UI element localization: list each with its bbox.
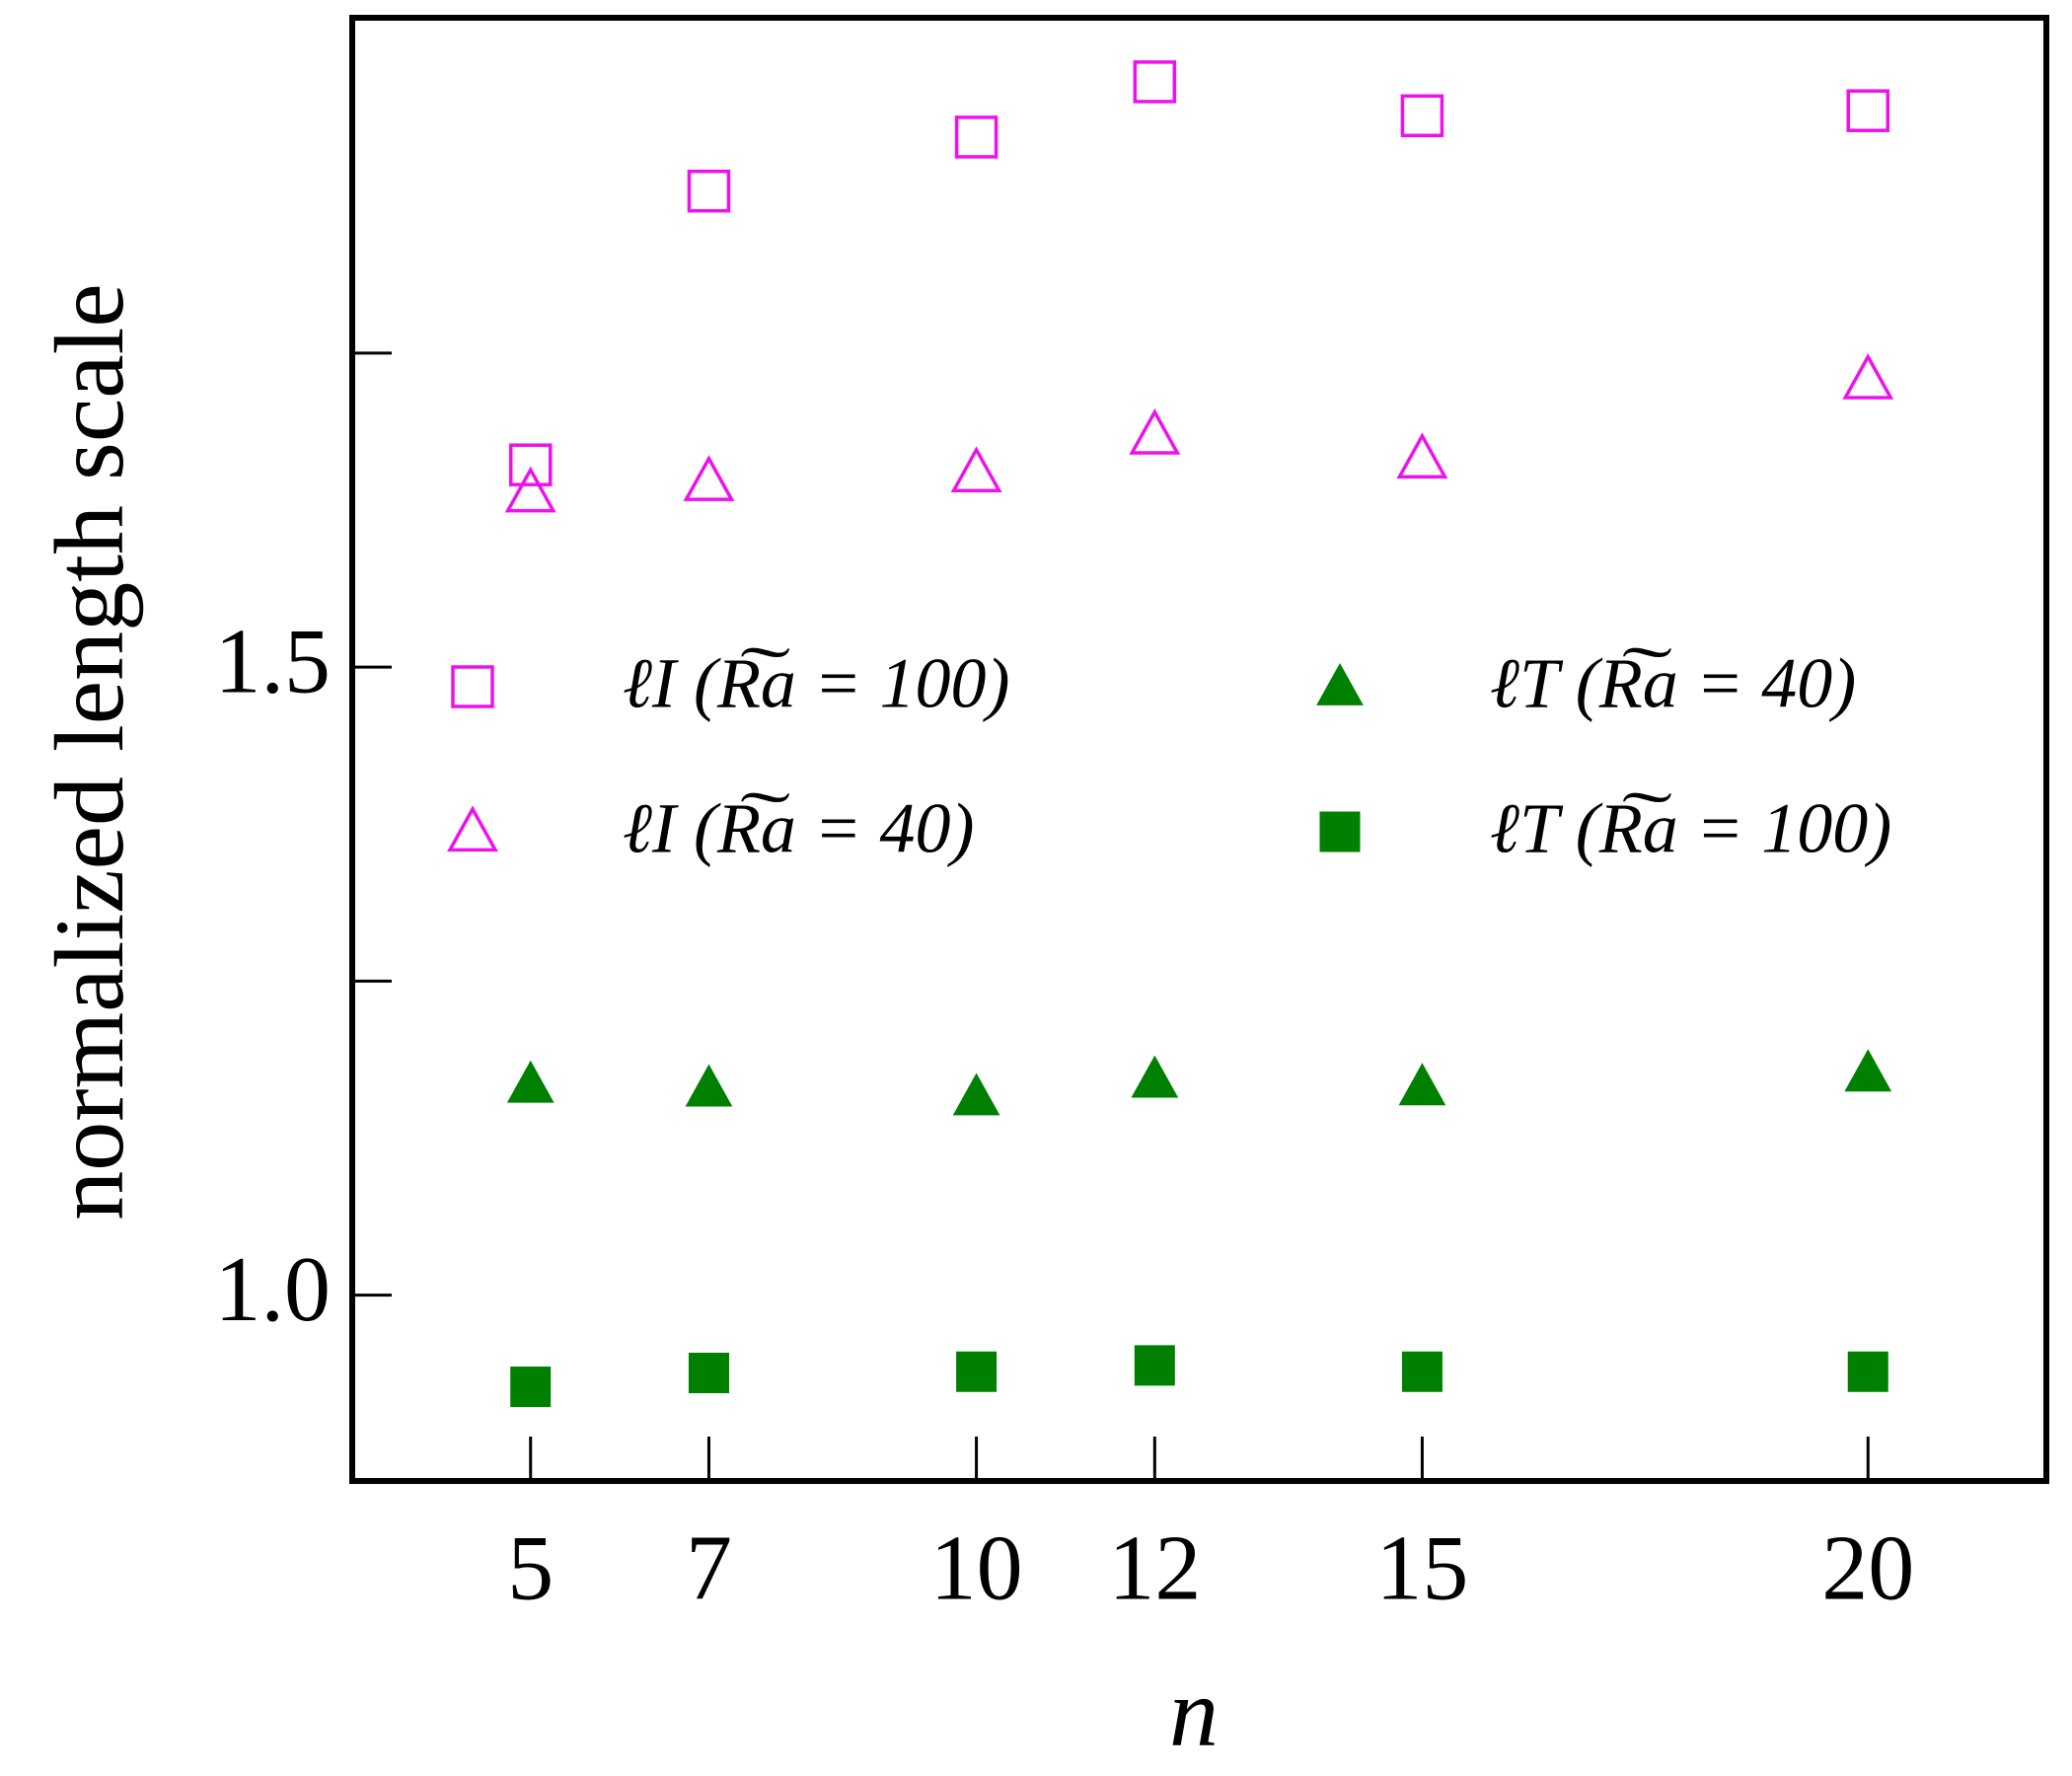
y-axis-label: normalized length scale bbox=[35, 283, 144, 1221]
legend-label: ℓT (R͠a = 100) bbox=[1490, 789, 1891, 868]
data-point bbox=[956, 1351, 998, 1392]
data-point bbox=[1846, 89, 1890, 132]
data-point bbox=[685, 1064, 733, 1107]
legend-marker bbox=[451, 665, 494, 708]
data-point bbox=[683, 455, 735, 501]
data-point bbox=[688, 1353, 729, 1394]
data-point bbox=[504, 466, 556, 513]
x-axis-label: n bbox=[1169, 1658, 1219, 1767]
data-point bbox=[1847, 1351, 1888, 1392]
legend-label: ℓT (R͠a = 40) bbox=[1490, 644, 1856, 723]
data-point bbox=[506, 1060, 555, 1103]
x-tick-label: 7 bbox=[686, 1517, 732, 1620]
data-point bbox=[1134, 1345, 1175, 1386]
x-tick-label: 12 bbox=[1108, 1517, 1201, 1620]
legend-marker bbox=[447, 805, 498, 852]
data-point bbox=[950, 446, 1002, 492]
x-tick-label: 20 bbox=[1821, 1517, 1914, 1620]
x-tick-label: 5 bbox=[507, 1517, 554, 1620]
data-point bbox=[1396, 432, 1448, 479]
data-point bbox=[1400, 94, 1444, 138]
data-point bbox=[1844, 1049, 1892, 1092]
data-point bbox=[508, 443, 553, 486]
data-point bbox=[952, 1073, 1000, 1116]
data-point bbox=[687, 169, 731, 213]
plot-frame bbox=[349, 15, 2049, 1484]
data-point bbox=[1131, 1055, 1179, 1098]
data-point bbox=[1842, 353, 1894, 400]
legend-marker bbox=[1319, 811, 1361, 852]
x-tick-label: 10 bbox=[930, 1517, 1023, 1620]
y-tick-label: 1.5 bbox=[215, 611, 332, 713]
legend-marker bbox=[1316, 662, 1364, 705]
data-point bbox=[1133, 60, 1177, 104]
legend-label: ℓI (R͠a = 100) bbox=[623, 644, 1009, 723]
data-point bbox=[954, 115, 999, 159]
data-point bbox=[1401, 1351, 1443, 1392]
legend-label: ℓI (R͠a = 40) bbox=[623, 789, 974, 868]
data-point bbox=[510, 1367, 552, 1408]
x-tick-label: 15 bbox=[1375, 1517, 1468, 1620]
data-point bbox=[1398, 1063, 1446, 1106]
data-point bbox=[1129, 408, 1181, 455]
y-tick-label: 1.0 bbox=[215, 1238, 332, 1341]
